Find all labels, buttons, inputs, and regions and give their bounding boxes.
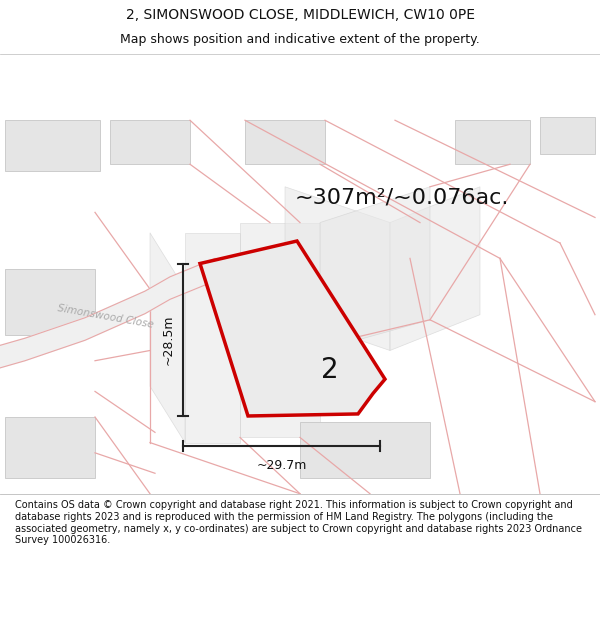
- Text: ~28.5m: ~28.5m: [162, 314, 175, 365]
- Polygon shape: [285, 187, 390, 351]
- Text: Simonswood Close: Simonswood Close: [56, 303, 154, 330]
- Text: 2, SIMONSWOOD CLOSE, MIDDLEWICH, CW10 0PE: 2, SIMONSWOOD CLOSE, MIDDLEWICH, CW10 0P…: [125, 8, 475, 21]
- Polygon shape: [150, 233, 185, 442]
- Polygon shape: [0, 258, 215, 368]
- Polygon shape: [245, 120, 325, 164]
- Polygon shape: [5, 269, 95, 335]
- Text: ~29.7m: ~29.7m: [256, 459, 307, 472]
- Polygon shape: [200, 241, 385, 416]
- Polygon shape: [110, 120, 190, 164]
- Polygon shape: [5, 120, 100, 171]
- Text: 2: 2: [322, 356, 339, 384]
- Polygon shape: [240, 222, 320, 438]
- Text: ~307m²/~0.076ac.: ~307m²/~0.076ac.: [295, 187, 509, 207]
- Polygon shape: [320, 187, 430, 351]
- Polygon shape: [300, 422, 430, 478]
- Polygon shape: [185, 233, 240, 442]
- Polygon shape: [455, 120, 530, 164]
- Text: Map shows position and indicative extent of the property.: Map shows position and indicative extent…: [120, 32, 480, 46]
- Polygon shape: [540, 118, 595, 154]
- Polygon shape: [390, 187, 480, 351]
- Text: Contains OS data © Crown copyright and database right 2021. This information is : Contains OS data © Crown copyright and d…: [15, 500, 582, 545]
- Polygon shape: [5, 417, 95, 478]
